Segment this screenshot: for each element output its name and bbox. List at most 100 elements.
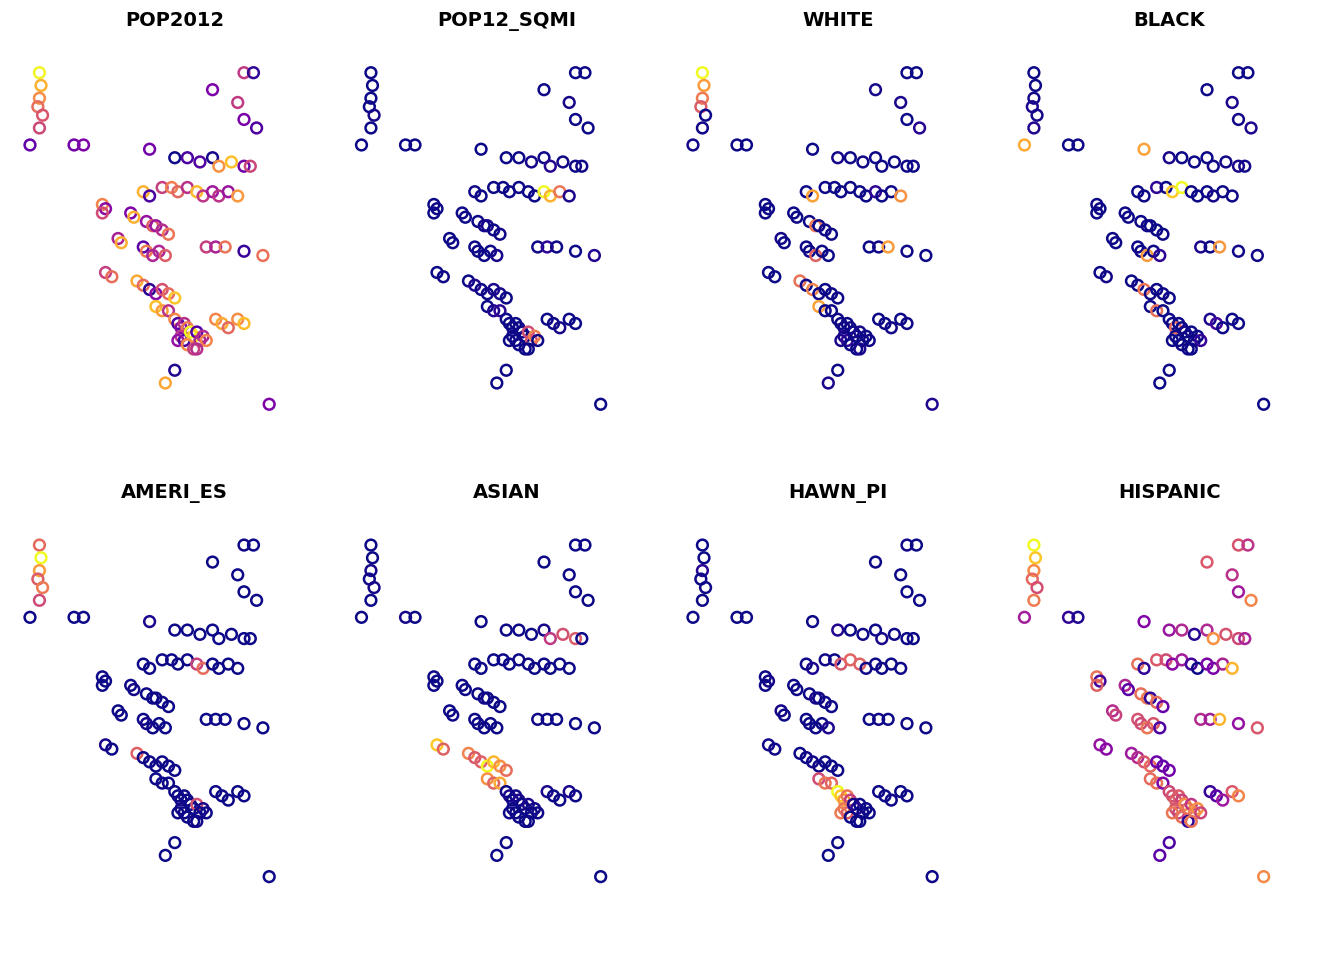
Point	[915, 248, 937, 263]
Point	[814, 695, 836, 710]
Point	[1128, 657, 1149, 672]
Point	[1161, 316, 1183, 331]
Point	[192, 328, 214, 344]
Point	[363, 580, 384, 595]
Point	[880, 184, 902, 200]
Point	[1102, 703, 1124, 718]
Point	[1165, 792, 1187, 807]
Point	[63, 610, 85, 625]
Point	[258, 869, 280, 884]
Point	[1165, 801, 1187, 816]
Point	[909, 120, 930, 135]
Point	[91, 197, 113, 212]
Point	[1146, 303, 1168, 319]
Point	[133, 184, 155, 200]
Point	[185, 342, 207, 357]
Point	[496, 312, 517, 327]
Point	[789, 274, 810, 289]
Point	[211, 788, 233, 804]
Point	[864, 150, 886, 165]
Point	[564, 244, 586, 259]
Point	[360, 592, 382, 608]
Point	[1130, 214, 1152, 229]
Point	[496, 835, 517, 851]
Point	[423, 669, 445, 684]
Point	[195, 711, 216, 727]
Point	[849, 797, 871, 812]
Point	[578, 120, 599, 135]
Point	[802, 613, 824, 629]
Point	[808, 218, 829, 233]
Point	[821, 758, 843, 774]
Point	[482, 303, 504, 319]
Point	[1137, 248, 1159, 263]
Point	[482, 776, 504, 791]
Point	[515, 814, 536, 829]
Point	[1199, 711, 1220, 727]
Point	[176, 150, 198, 165]
Point	[564, 65, 586, 81]
Point	[1227, 111, 1249, 127]
Point	[426, 737, 448, 753]
Point	[133, 711, 155, 727]
Point	[452, 205, 473, 221]
Point	[1222, 312, 1243, 327]
Point	[360, 90, 382, 106]
Point	[477, 690, 499, 706]
Point	[501, 801, 523, 816]
Point	[360, 538, 382, 553]
Point	[405, 610, 426, 625]
Point	[1175, 324, 1196, 340]
Point	[152, 695, 173, 710]
Point	[1161, 333, 1183, 348]
Point	[1168, 805, 1189, 821]
Point	[1161, 805, 1183, 821]
Point	[831, 657, 852, 672]
Point	[754, 678, 775, 693]
Point	[590, 869, 612, 884]
Point	[192, 188, 214, 204]
Point	[798, 716, 820, 732]
Point	[185, 324, 207, 340]
Point	[202, 150, 223, 165]
Point	[351, 137, 372, 153]
Point	[758, 737, 780, 753]
Point	[1222, 660, 1243, 676]
Point	[73, 137, 94, 153]
Point	[1227, 65, 1249, 81]
Point	[152, 755, 173, 770]
Point	[548, 792, 570, 807]
Point	[1227, 631, 1249, 646]
Point	[505, 316, 527, 331]
Point	[508, 320, 530, 335]
Point	[234, 584, 255, 599]
Point	[831, 333, 852, 348]
Point	[802, 282, 824, 298]
Point	[831, 184, 852, 200]
Point	[840, 150, 862, 165]
Point	[855, 328, 876, 344]
Point	[133, 239, 155, 254]
Point	[539, 660, 560, 676]
Point	[234, 538, 255, 553]
Point	[192, 801, 214, 816]
Point	[501, 792, 523, 807]
Point	[1227, 158, 1249, 174]
Point	[515, 342, 536, 357]
Point	[864, 622, 886, 637]
Point	[874, 788, 895, 804]
Title: HAWN_PI: HAWN_PI	[788, 485, 887, 503]
Point	[564, 316, 586, 331]
Point	[812, 244, 833, 259]
Point	[1171, 809, 1192, 825]
Point	[480, 716, 501, 732]
Point	[890, 784, 911, 800]
Point	[915, 720, 937, 735]
Point	[754, 205, 775, 221]
Point	[1241, 592, 1262, 608]
Point	[817, 375, 839, 391]
Point	[185, 657, 207, 672]
Point	[142, 720, 164, 735]
Point	[1208, 239, 1230, 254]
Point	[190, 805, 211, 821]
